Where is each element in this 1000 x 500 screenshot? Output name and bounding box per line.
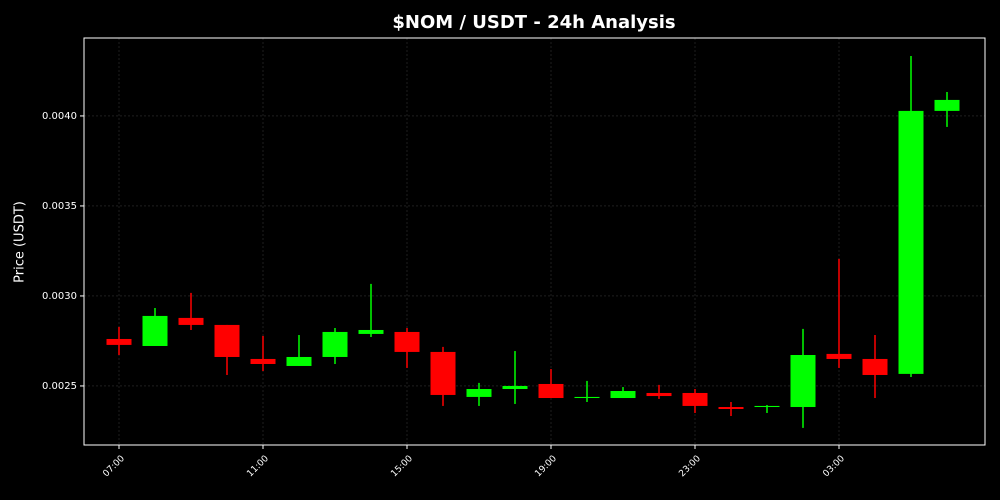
candle-body [646, 392, 672, 397]
candle-body [934, 99, 960, 111]
y-tick-label: 0.0035 [42, 201, 77, 212]
candle-body [250, 358, 276, 364]
candle-body [394, 331, 420, 352]
candle-body [502, 385, 528, 390]
chart-title: $NOM / USDT - 24h Analysis [392, 12, 675, 33]
candle-body [826, 353, 852, 359]
candle-body [898, 110, 924, 374]
y-tick-label: 0.0025 [42, 381, 77, 392]
candle-body [322, 331, 348, 357]
candle-body [610, 390, 636, 399]
y-tick-label: 0.0040 [42, 111, 77, 122]
candle-body [466, 389, 492, 397]
plot-frame [83, 37, 986, 446]
candle-body [286, 356, 312, 366]
candle-body [790, 354, 816, 408]
candle-body [430, 351, 456, 395]
candle-body [178, 317, 204, 325]
candle-body [214, 324, 240, 357]
y-axis-label: Price (USDT) [13, 201, 28, 283]
candle-body [718, 407, 744, 409]
y-tick-label: 0.0030 [42, 291, 77, 302]
candle-body [142, 315, 168, 346]
candle-body [862, 358, 888, 375]
candle-body [358, 329, 384, 334]
candle-body [538, 383, 564, 399]
candle-body [754, 405, 780, 408]
candle-body [574, 396, 600, 399]
candle-body [106, 338, 132, 345]
candle-body [682, 392, 708, 406]
